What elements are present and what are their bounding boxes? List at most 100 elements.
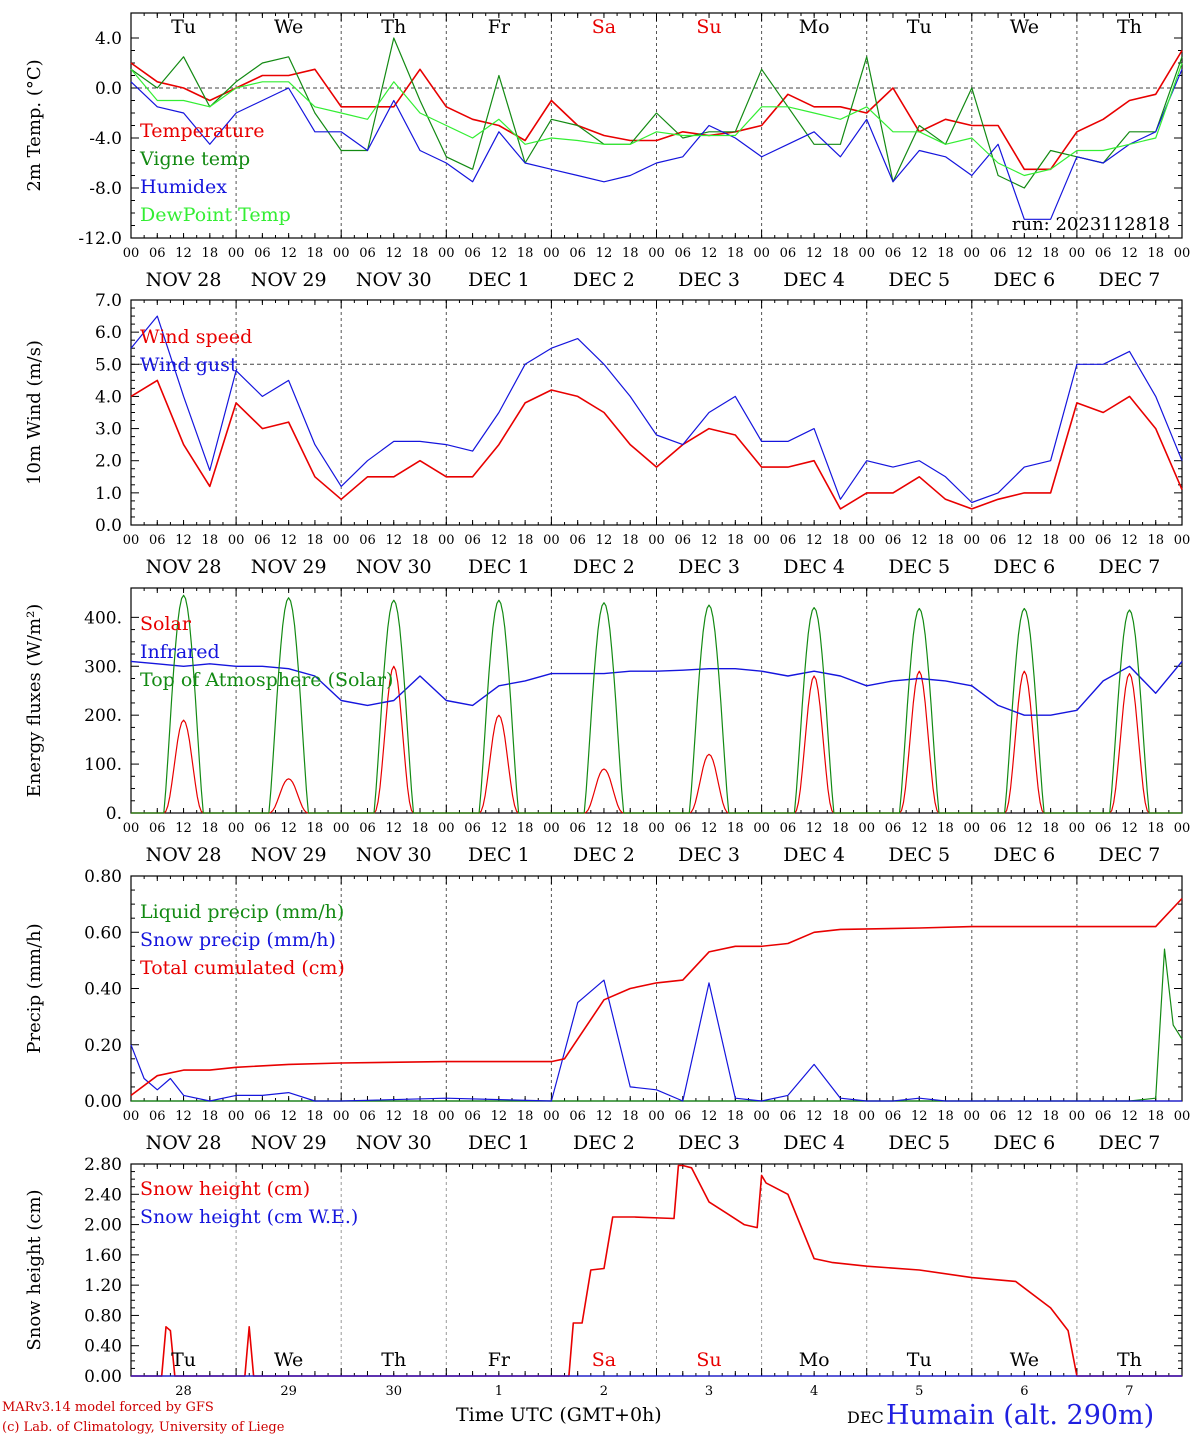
hour-label: 00 [123,533,140,548]
y-tick-label: 0.40 [84,980,122,1000]
hour-label: 00 [1069,246,1086,261]
day-name: Tu [907,16,932,38]
hour-label: 12 [385,821,402,836]
hour-label: 18 [622,533,639,548]
hour-label: 18 [517,1109,534,1124]
hour-label: 06 [780,821,797,836]
hour-label: 12 [385,246,402,261]
hour-label: 06 [149,821,166,836]
date-label: DEC 3 [678,556,740,578]
y-tick-label: 4.0 [95,387,122,407]
date-label: DEC 5 [888,844,950,866]
panel-4: 0.80 0.60 0.40 0.20 0.00 Precip (mm/h) 00 06 12 1… [24,867,1190,1154]
hour-label: 06 [569,821,586,836]
hour-label: 12 [806,821,823,836]
hour-label: 06 [990,533,1007,548]
hour-label: 00 [858,821,875,836]
day-name: We [1010,16,1039,38]
hour-label: 18 [307,1109,324,1124]
hour-label: 18 [1042,246,1059,261]
day-number: 7 [1125,1384,1133,1399]
y-tick-label: -8.0 [89,179,122,199]
plot-frame [130,299,1183,526]
y-tick-label: 200. [84,706,122,726]
hour-label: 00 [1174,821,1191,836]
hour-label: 18 [307,821,324,836]
y-tick-label: 300. [84,657,122,677]
hour-label: 06 [675,246,692,261]
hour-label: 12 [701,246,718,261]
hour-label: 12 [1121,246,1138,261]
legend-entry: Snow precip (mm/h) [140,929,336,951]
y-tick-label: 0.00 [84,1092,122,1112]
hour-label: 06 [149,1109,166,1124]
hour-label: 00 [123,821,140,836]
hour-label: 18 [622,246,639,261]
hour-label: 00 [648,246,665,261]
y-tick-label: 4.0 [95,29,122,49]
panel-3: 400. 300. 200. 100. 0. Energy fluxes (W/m²) 00… [24,587,1191,866]
date-label: DEC 1 [468,844,530,866]
hour-label: 18 [727,821,744,836]
hour-label: 06 [359,533,376,548]
hour-label: 00 [543,246,560,261]
y-axis-title: Precip (mm/h) [24,923,45,1053]
hour-label: 00 [648,1109,665,1124]
hour-label: 12 [385,1109,402,1124]
hour-label: 00 [1174,1109,1191,1124]
y-tick-label: 0.20 [84,1036,122,1056]
date-label: DEC 7 [1099,269,1161,291]
day-name: Mo [799,1349,830,1371]
hour-label: 00 [648,821,665,836]
hour-label: 00 [228,821,245,836]
hour-label: 00 [964,1109,981,1124]
hour-label: 12 [280,533,297,548]
model-credit: MARv3.14 model forced by GFS [2,1400,214,1415]
date-label: NOV 29 [251,269,327,291]
hour-label: 00 [543,533,560,548]
y-axis-title: 10m Wind (m/s) [24,340,45,485]
y-tick-label: 2.40 [84,1185,122,1205]
day-name: Th [381,1349,406,1371]
hour-label: 12 [1016,1109,1033,1124]
y-tick-label: -12.0 [78,229,122,249]
y-tick-label: 1.0 [95,484,122,504]
date-label: DEC 4 [783,844,845,866]
day-name: Sa [592,1349,616,1371]
hour-label: 12 [806,1109,823,1124]
month-label: DEC [847,1408,884,1427]
hour-label: 00 [228,246,245,261]
y-tick-label: 0. [106,804,122,824]
hour-label: 00 [333,821,350,836]
hour-label: 18 [832,1109,849,1124]
day-name: Su [696,16,721,38]
panel-1: 4.0 0.0 -4.0 -8.0 -12.0 2m Temp. (°C) 00 06 12 18… [24,12,1190,291]
hour-label: 18 [202,246,219,261]
y-axis-title: Energy fluxes (W/m²) [24,604,45,798]
hour-label: 00 [964,821,981,836]
hour-label: 06 [1095,1109,1112,1124]
hour-label: 06 [569,533,586,548]
y-tick-label: -4.0 [89,129,122,149]
hour-label: 06 [990,1109,1007,1124]
hour-label: 00 [333,533,350,548]
date-label: DEC 3 [678,269,740,291]
hour-label: 06 [885,821,902,836]
hour-label: 18 [727,246,744,261]
hour-label: 12 [596,1109,613,1124]
day-name: We [1010,1349,1039,1371]
hour-label: 12 [701,821,718,836]
hour-label: 18 [832,246,849,261]
y-tick-label: 5.0 [95,355,122,375]
hour-label: 06 [359,246,376,261]
hour-label: 12 [911,533,928,548]
date-label: DEC 4 [783,556,845,578]
date-label: NOV 28 [146,844,222,866]
panel-2: 7.0 6.0 5.0 4.0 3.0 2.0 1.0 0.0 10m Wind (m/s) 00… [24,291,1190,578]
hour-label: 06 [990,821,1007,836]
hour-label: 00 [753,821,770,836]
series-top-of-atmosphere-solar- [131,594,1182,814]
legend-entry: Solar [140,613,192,635]
date-label: DEC 5 [888,1132,950,1154]
